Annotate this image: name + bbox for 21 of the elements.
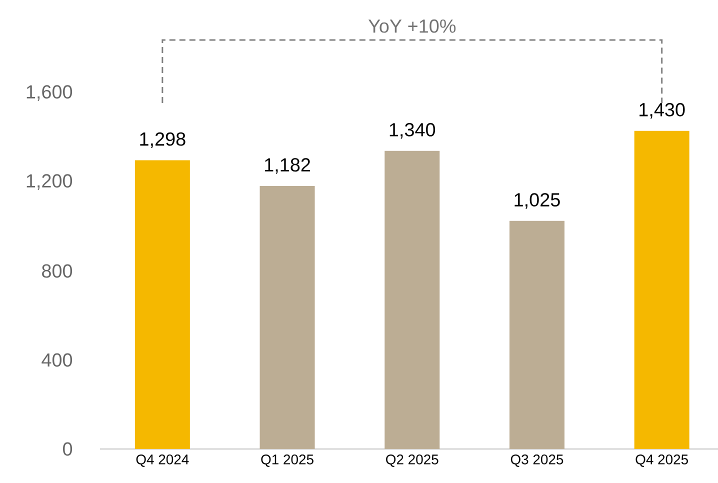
data-label: 1,298	[140, 132, 186, 148]
x-tick-label: Q2 2025	[386, 454, 438, 467]
data-label: 1,340	[390, 123, 436, 139]
y-tick-label: 1,200	[26, 174, 72, 190]
y-tick-label: 1,600	[26, 85, 72, 101]
data-label: 1,430	[640, 102, 685, 119]
x-tick-label: Q3 2025	[510, 454, 564, 467]
bar	[384, 150, 440, 449]
y-tick-label: 800	[42, 264, 72, 278]
bar	[260, 186, 315, 449]
data-label: 1,025	[514, 193, 560, 209]
data-label: 1,182	[265, 158, 310, 174]
bar	[509, 220, 564, 449]
text: YoY +10%	[368, 19, 456, 33]
x-tick-label: Q4 2024	[136, 454, 189, 467]
x-tick-label: Q1 2025	[261, 454, 314, 467]
y-tick-label: 400	[42, 353, 72, 367]
y-tick-label: 0	[63, 442, 72, 456]
bar	[134, 160, 190, 449]
bar	[634, 130, 690, 449]
x-tick-label: Q4 2025	[636, 454, 688, 467]
